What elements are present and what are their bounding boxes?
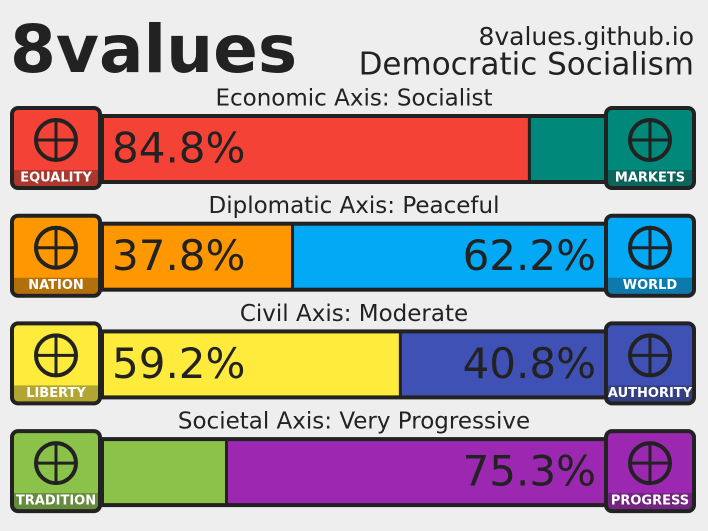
label-band [608,385,692,402]
label-band [608,170,692,186]
pole-label: PROGRESS [611,494,689,509]
value-label: 75.3% [463,447,596,496]
value-label: 59.2% [112,339,245,388]
bar-right [529,116,606,182]
bar-left [102,116,530,182]
label-band [14,170,98,186]
value-label: 62.2% [463,231,596,280]
app-title: 8values [10,11,297,88]
bar-left [102,331,401,398]
ideology: Democratic Socialism [359,47,694,83]
value-label: 40.8% [463,339,596,388]
bar-right [226,439,606,506]
pole-label: EQUALITY [20,171,92,186]
pole-label: AUTHORITY [608,386,693,401]
value-label: 84.8% [112,124,245,173]
pole-label: LIBERTY [26,386,86,401]
value-label: 37.8% [112,231,245,280]
bar-right [292,223,606,290]
axis-title: Diplomatic Axis: Peaceful [209,193,500,219]
label-band [608,277,692,294]
label-band [14,385,98,402]
pole-label: NATION [28,278,84,293]
label-band [14,493,98,510]
label-band [608,493,692,510]
bar-left [102,223,293,290]
bar-right [400,331,606,398]
pole-label: TRADITION [16,494,96,509]
site-url: 8values.github.io [478,22,694,51]
axis-title: Societal Axis: Very Progressive [178,409,530,435]
label-band [14,277,98,294]
pole-label: MARKETS [615,171,685,186]
axis-title: Civil Axis: Moderate [240,301,468,327]
bar-left [102,439,227,506]
pole-label: WORLD [623,278,678,293]
axis-title: Economic Axis: Socialist [215,86,492,112]
